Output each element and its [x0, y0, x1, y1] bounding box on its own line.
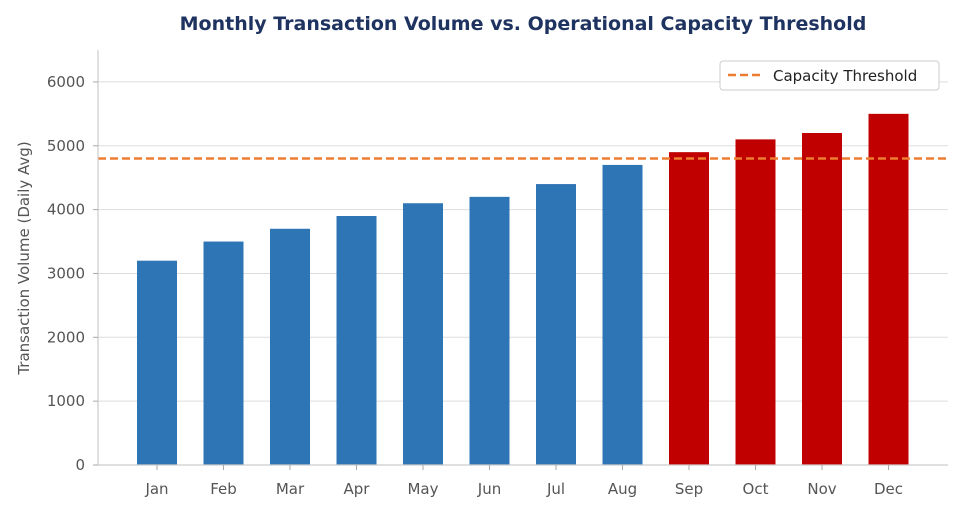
y-tick-label: 2000	[47, 328, 85, 346]
chart-title: Monthly Transaction Volume vs. Operation…	[180, 13, 867, 35]
legend: Capacity Threshold	[719, 60, 940, 91]
bar-oct	[735, 139, 776, 465]
x-tick-label: Jun	[477, 480, 501, 498]
x-tick-label: Mar	[276, 480, 305, 498]
y-tick-label: 0	[75, 456, 85, 474]
x-tick-label: Apr	[344, 480, 371, 498]
x-tick-label: May	[407, 480, 438, 498]
bar-aug	[602, 164, 643, 465]
bar-jan	[137, 260, 177, 465]
y-tick-label: 1000	[47, 392, 85, 410]
y-tick-label: 4000	[47, 201, 85, 219]
y-tick-labels: 0 1000 2000 3000 4000 5000 6000	[47, 73, 98, 474]
bar-may	[403, 203, 443, 465]
x-tick-labels: Jan Feb Mar Apr May Jun Jul Aug Sep Oct Nov Dec	[144, 465, 903, 498]
bar-sep	[669, 152, 709, 465]
x-tick-label: Feb	[210, 480, 237, 498]
bar-dec	[868, 113, 909, 465]
x-tick-label: Dec	[874, 480, 903, 498]
x-tick-label: Oct	[743, 480, 769, 498]
y-tick-label: 6000	[47, 73, 85, 91]
y-tick-label: 5000	[47, 137, 85, 155]
legend-threshold-label: Capacity Threshold	[773, 67, 917, 85]
bar-apr	[336, 216, 377, 465]
x-tick-label: Sep	[675, 480, 703, 498]
x-tick-label: Jan	[144, 480, 168, 498]
bar-nov	[802, 133, 842, 465]
y-axis-label: Transaction Volume (Daily Avg)	[15, 141, 33, 375]
y-tick-label: 3000	[47, 264, 85, 282]
x-tick-label: Jul	[546, 480, 565, 498]
x-tick-label: Aug	[608, 480, 637, 498]
legend-box	[719, 60, 940, 91]
bars	[137, 113, 909, 466]
axes	[97, 50, 948, 466]
bar-jul	[536, 184, 576, 466]
bar-mar	[270, 228, 310, 465]
bar-jun	[469, 196, 510, 465]
bar-feb	[203, 241, 244, 465]
x-tick-label: Nov	[807, 480, 836, 498]
